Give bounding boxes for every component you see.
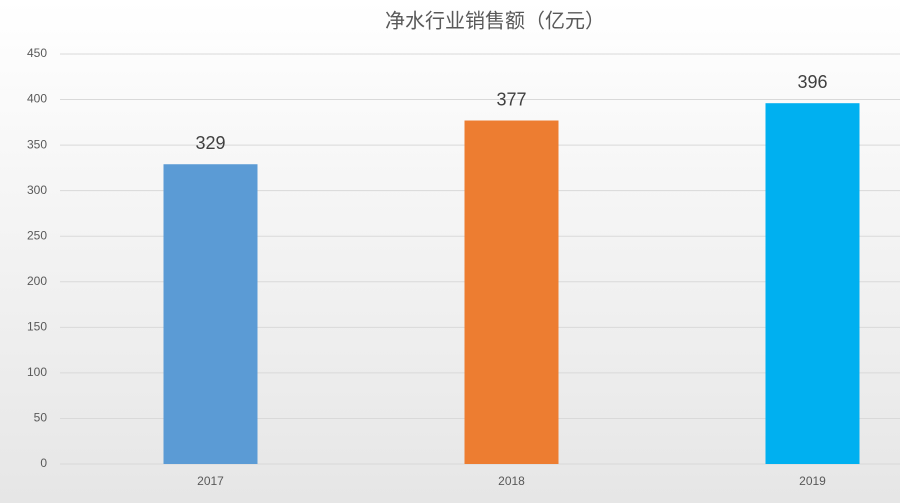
x-tick-label: 2017 [197,474,224,488]
y-tick-label: 400 [27,92,47,106]
data-label: 377 [496,89,526,109]
y-tick-label: 150 [27,320,47,334]
x-tick-label: 2019 [799,474,826,488]
y-tick-label: 250 [27,228,47,242]
y-tick-label: 0 [40,456,47,470]
y-tick-label: 200 [27,274,47,288]
x-tick-label: 2018 [498,474,525,488]
bar [765,103,860,464]
bar [163,164,258,464]
y-tick-label: 350 [27,137,47,151]
y-tick-label: 450 [27,46,47,60]
y-tick-label: 50 [34,411,48,425]
chart-title: 净水行业销售额（亿元） [385,9,605,32]
y-tick-label: 100 [27,365,47,379]
data-label: 396 [797,72,827,92]
bar [464,120,559,464]
y-tick-label: 300 [27,183,47,197]
data-label: 329 [195,133,225,153]
